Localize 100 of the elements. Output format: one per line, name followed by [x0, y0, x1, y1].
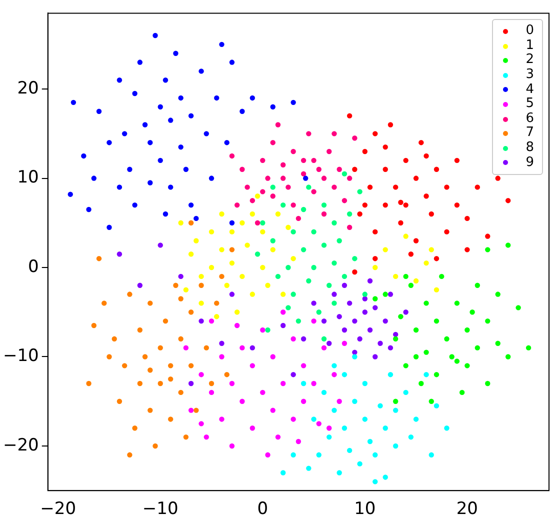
point — [454, 158, 460, 164]
point — [270, 354, 276, 360]
point — [428, 211, 434, 217]
point — [91, 322, 96, 328]
point — [137, 282, 143, 288]
point — [198, 300, 204, 306]
point — [270, 104, 276, 110]
point — [434, 403, 440, 408]
point — [332, 408, 337, 413]
point — [464, 247, 470, 252]
point — [86, 380, 92, 386]
point — [372, 296, 378, 302]
point — [178, 296, 184, 302]
point — [224, 372, 230, 378]
point — [132, 90, 138, 96]
point — [96, 108, 102, 114]
point — [254, 252, 260, 257]
point — [413, 176, 419, 181]
point — [332, 363, 337, 368]
point — [254, 220, 260, 226]
point — [127, 166, 132, 172]
point — [326, 148, 332, 154]
point — [219, 42, 224, 48]
point — [96, 256, 102, 262]
point — [424, 300, 429, 306]
point — [219, 354, 224, 360]
point — [495, 340, 500, 346]
point — [194, 216, 199, 222]
point — [372, 264, 378, 270]
point — [296, 216, 302, 222]
point — [382, 474, 388, 480]
point — [286, 264, 291, 270]
point — [240, 345, 245, 350]
point — [229, 292, 235, 297]
point — [296, 438, 302, 444]
point — [382, 318, 388, 324]
point — [188, 363, 194, 368]
point — [505, 242, 511, 248]
point — [526, 345, 532, 350]
point — [229, 443, 235, 449]
point — [424, 194, 429, 199]
point — [208, 380, 214, 386]
point — [403, 158, 408, 164]
point — [311, 189, 316, 194]
legend-label: 5 — [526, 96, 534, 112]
point — [173, 282, 178, 288]
point — [352, 318, 358, 324]
point — [326, 434, 332, 440]
point — [382, 292, 388, 297]
point — [392, 184, 398, 190]
point — [434, 318, 440, 324]
point — [367, 438, 373, 444]
point — [214, 314, 220, 320]
point — [198, 282, 204, 288]
point — [280, 176, 286, 181]
point — [198, 421, 204, 426]
point — [444, 229, 450, 234]
point — [183, 345, 189, 350]
point — [270, 408, 276, 413]
point — [178, 95, 184, 101]
point — [336, 238, 342, 244]
point — [336, 314, 342, 320]
point — [449, 354, 454, 360]
point — [148, 140, 153, 146]
point — [398, 314, 404, 320]
point — [219, 340, 224, 346]
legend-label: 6 — [526, 110, 534, 126]
point — [204, 131, 209, 136]
point — [142, 354, 148, 360]
point — [106, 140, 112, 146]
point — [300, 206, 306, 212]
point — [332, 300, 337, 306]
point — [158, 345, 163, 350]
point — [244, 184, 250, 190]
point — [280, 292, 286, 297]
point — [204, 345, 209, 350]
point — [148, 300, 153, 306]
point — [454, 202, 460, 208]
point — [168, 416, 174, 422]
point — [229, 153, 235, 159]
point — [224, 140, 230, 146]
point — [346, 448, 352, 454]
point — [183, 287, 189, 292]
point — [332, 260, 337, 266]
point — [346, 176, 352, 181]
point — [290, 256, 296, 262]
point — [382, 202, 388, 208]
point — [454, 300, 460, 306]
point — [352, 350, 358, 355]
point — [229, 229, 235, 234]
point — [311, 264, 316, 270]
point — [116, 184, 122, 190]
point — [326, 426, 332, 431]
point — [300, 380, 306, 386]
x-tick-label: 10 — [354, 499, 376, 520]
point — [326, 340, 332, 346]
point — [168, 363, 174, 368]
point — [362, 380, 368, 386]
point — [280, 470, 286, 476]
point — [102, 300, 107, 306]
